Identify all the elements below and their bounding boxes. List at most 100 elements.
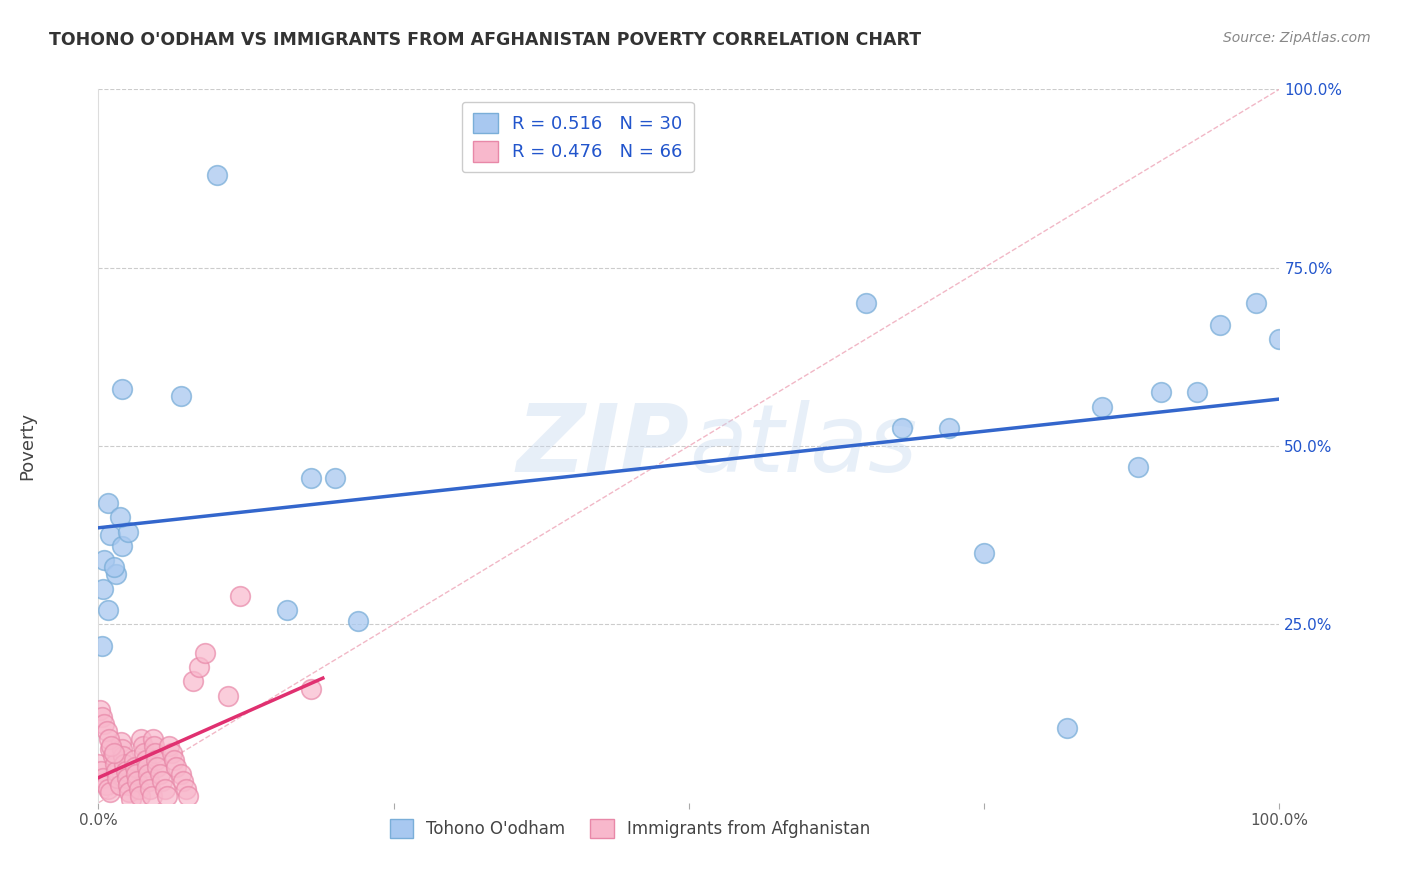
Point xyxy=(111,382,134,396)
Point xyxy=(97,496,120,510)
Point xyxy=(347,614,370,628)
Point xyxy=(165,760,187,774)
Point xyxy=(136,767,159,781)
Point xyxy=(108,510,131,524)
Y-axis label: Poverty: Poverty xyxy=(18,412,37,480)
Text: atlas: atlas xyxy=(689,401,917,491)
Point xyxy=(1209,318,1232,332)
Point xyxy=(122,753,145,767)
Legend: Tohono O'odham, Immigrants from Afghanistan: Tohono O'odham, Immigrants from Afghanis… xyxy=(382,812,877,845)
Point xyxy=(114,764,136,778)
Point xyxy=(156,789,179,803)
Point xyxy=(97,603,120,617)
Point xyxy=(170,389,193,403)
Point xyxy=(91,771,114,785)
Point xyxy=(163,753,186,767)
Point xyxy=(299,471,322,485)
Point xyxy=(160,746,183,760)
Point xyxy=(1244,296,1267,310)
Point xyxy=(150,774,173,789)
Point xyxy=(170,767,193,781)
Point xyxy=(890,421,912,435)
Point xyxy=(153,781,176,796)
Point xyxy=(105,567,128,582)
Point xyxy=(112,756,135,771)
Point xyxy=(172,774,194,789)
Point xyxy=(128,789,150,803)
Point xyxy=(93,553,115,567)
Point xyxy=(98,731,121,746)
Point xyxy=(110,735,132,749)
Point xyxy=(135,753,157,767)
Point xyxy=(108,778,131,792)
Point xyxy=(117,778,139,792)
Text: Source: ZipAtlas.com: Source: ZipAtlas.com xyxy=(1223,31,1371,45)
Point xyxy=(103,746,125,760)
Point xyxy=(1091,400,1114,414)
Point xyxy=(89,703,111,717)
Point xyxy=(97,781,120,796)
Point xyxy=(118,785,141,799)
Point xyxy=(1185,385,1208,400)
Point xyxy=(1150,385,1173,400)
Point xyxy=(98,528,121,542)
Point xyxy=(134,746,156,760)
Point xyxy=(149,767,172,781)
Point xyxy=(181,674,204,689)
Point xyxy=(157,739,180,753)
Point xyxy=(100,739,122,753)
Text: TOHONO O'ODHAM VS IMMIGRANTS FROM AFGHANISTAN POVERTY CORRELATION CHART: TOHONO O'ODHAM VS IMMIGRANTS FROM AFGHAN… xyxy=(49,31,921,49)
Point xyxy=(1126,460,1149,475)
Point xyxy=(103,560,125,574)
Point xyxy=(177,789,200,803)
Point xyxy=(111,742,134,756)
Point xyxy=(138,774,160,789)
Point xyxy=(141,789,163,803)
Point xyxy=(115,771,138,785)
Point xyxy=(146,760,169,774)
Point xyxy=(128,781,150,796)
Point xyxy=(124,760,146,774)
Point xyxy=(98,742,121,756)
Point xyxy=(139,781,162,796)
Point xyxy=(129,731,152,746)
Point xyxy=(125,767,148,781)
Point xyxy=(143,746,166,760)
Point xyxy=(135,760,157,774)
Point xyxy=(323,471,346,485)
Point xyxy=(121,792,143,806)
Point xyxy=(87,756,110,771)
Point xyxy=(90,764,112,778)
Point xyxy=(111,539,134,553)
Point xyxy=(855,296,877,310)
Point xyxy=(194,646,217,660)
Point xyxy=(205,168,228,182)
Point xyxy=(94,778,117,792)
Point xyxy=(145,753,167,767)
Point xyxy=(1056,721,1078,735)
Point xyxy=(1268,332,1291,346)
Point xyxy=(217,689,239,703)
Point xyxy=(229,589,252,603)
Point xyxy=(91,639,114,653)
Point xyxy=(96,724,118,739)
Point xyxy=(174,781,197,796)
Point xyxy=(104,756,127,771)
Point xyxy=(93,717,115,731)
Point xyxy=(98,785,121,799)
Point xyxy=(117,524,139,539)
Point xyxy=(105,764,128,778)
Point xyxy=(91,710,114,724)
Point xyxy=(91,582,114,596)
Point xyxy=(101,749,124,764)
Point xyxy=(112,749,135,764)
Text: ZIP: ZIP xyxy=(516,400,689,492)
Point xyxy=(142,731,165,746)
Point xyxy=(276,603,298,617)
Point xyxy=(187,660,209,674)
Point xyxy=(127,774,149,789)
Point xyxy=(973,546,995,560)
Point xyxy=(105,771,128,785)
Point xyxy=(132,739,155,753)
Point xyxy=(299,681,322,696)
